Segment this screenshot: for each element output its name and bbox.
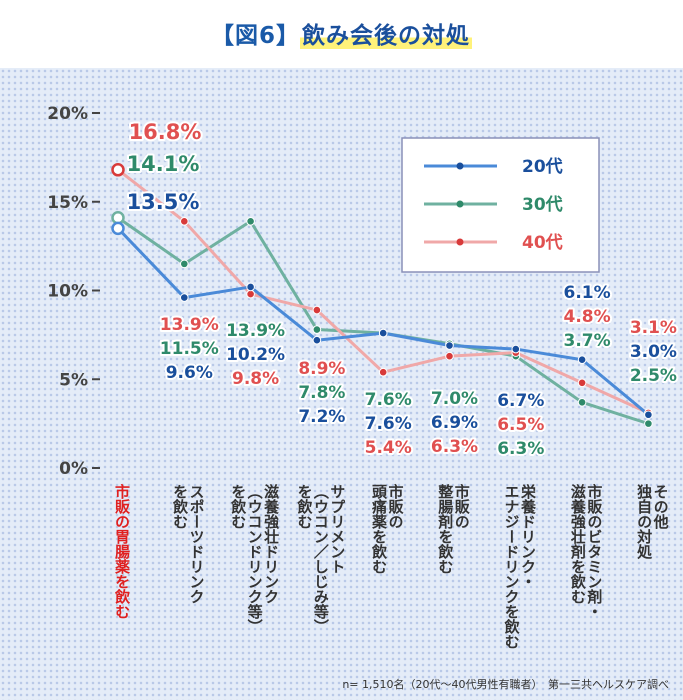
data-point <box>180 293 189 302</box>
data-point <box>246 289 255 299</box>
data-label-first: 16.8% <box>129 120 202 144</box>
data-label: 2.5% <box>630 366 677 386</box>
x-category-label: 独自の対処 <box>635 483 653 560</box>
legend-marker <box>456 200 464 208</box>
data-label: 7.8% <box>298 383 345 403</box>
data-label: 6.3% <box>431 437 478 457</box>
y-tick-label: 20% <box>47 104 88 124</box>
chart-title: 【図6】飲み会後の対処 <box>0 16 683 50</box>
x-category-label: 滋養強壮ドリンク <box>262 483 280 604</box>
data-point <box>511 344 521 354</box>
data-label: 6.1% <box>564 283 611 303</box>
data-label: 9.6% <box>166 363 213 383</box>
x-category-label: を飲む <box>229 484 247 529</box>
data-label: 8.9% <box>298 359 345 379</box>
data-label: 5.4% <box>365 438 412 458</box>
x-category-label: 市販の <box>386 483 404 529</box>
data-point <box>577 355 587 365</box>
y-tick-label: 10% <box>47 282 88 302</box>
x-category-label: その他 <box>652 484 670 530</box>
data-label: 13.9% <box>160 315 219 335</box>
x-category-label: を飲む <box>295 484 313 529</box>
data-label: 9.8% <box>232 369 279 389</box>
data-point-open <box>111 221 125 236</box>
x-category-label: 市販のビタミン剤・ <box>585 483 603 619</box>
data-label: 7.6% <box>365 414 412 434</box>
x-category-label: 整腸剤を飲む <box>436 483 454 574</box>
data-label: 3.1% <box>630 318 677 338</box>
x-category-label: サプリメント <box>328 484 346 574</box>
x-category-label: スポーツドリンク <box>188 484 206 604</box>
legend-marker <box>456 238 464 246</box>
data-label: 7.0% <box>431 389 478 409</box>
footnote: n= 1,510名（20代〜40代男性有職者） 第一三共ヘルスケア調べ <box>342 678 669 691</box>
data-point <box>577 378 587 388</box>
legend-label: 30代 <box>522 194 563 215</box>
data-label: 13.9% <box>226 321 285 341</box>
x-category-label: 市販の胃腸薬を飲む <box>113 483 131 619</box>
legend-label: 20代 <box>522 156 563 177</box>
x-category-label: （ウコン／しじみ等） <box>312 484 330 634</box>
data-point <box>577 398 587 407</box>
legend-label: 40代 <box>522 232 563 253</box>
data-point <box>180 216 189 226</box>
data-point <box>246 282 255 292</box>
x-category-label: 頭痛薬を飲む <box>370 484 388 574</box>
data-label: 4.8% <box>564 307 611 327</box>
data-point <box>445 341 454 350</box>
data-point <box>644 410 653 420</box>
legend-marker <box>456 162 464 170</box>
data-point <box>312 335 322 345</box>
data-label: 6.9% <box>431 413 478 433</box>
data-point <box>180 259 189 269</box>
x-category-label: 栄養ドリンク・ <box>519 483 537 589</box>
data-label: 6.7% <box>497 391 544 411</box>
data-point <box>445 351 454 361</box>
data-point <box>312 305 322 315</box>
data-point <box>378 328 388 338</box>
data-label: 6.3% <box>497 439 544 459</box>
x-category-label: 市販の <box>453 483 471 529</box>
title-figure-number: 【図6】 <box>210 23 300 49</box>
data-point <box>378 367 388 377</box>
x-category-label: 滋養強壮剤を飲む <box>569 483 587 604</box>
data-label: 10.2% <box>226 345 285 365</box>
data-point-open <box>111 210 125 225</box>
data-label-first: 14.1% <box>127 152 200 176</box>
x-category-label: エナジードリンクを飲む <box>503 484 521 649</box>
data-point <box>312 325 322 334</box>
data-label: 11.5% <box>160 339 219 359</box>
data-point <box>246 216 255 226</box>
x-category-label: を飲む <box>171 484 189 529</box>
title-text: 飲み会後の対処 <box>300 23 472 49</box>
data-label: 3.0% <box>630 342 677 362</box>
y-tick-label: 15% <box>47 193 88 213</box>
x-category-label: （ウコンドリンク等） <box>246 484 264 634</box>
data-label: 6.5% <box>497 415 544 435</box>
data-label: 7.2% <box>298 407 345 427</box>
y-tick-label: 5% <box>59 370 88 390</box>
data-label-first: 13.5% <box>127 190 200 214</box>
data-point <box>644 419 653 428</box>
data-label: 3.7% <box>564 331 611 351</box>
data-label: 7.6% <box>365 390 412 410</box>
data-point-open <box>111 163 125 177</box>
y-tick-label: 0% <box>59 459 88 479</box>
